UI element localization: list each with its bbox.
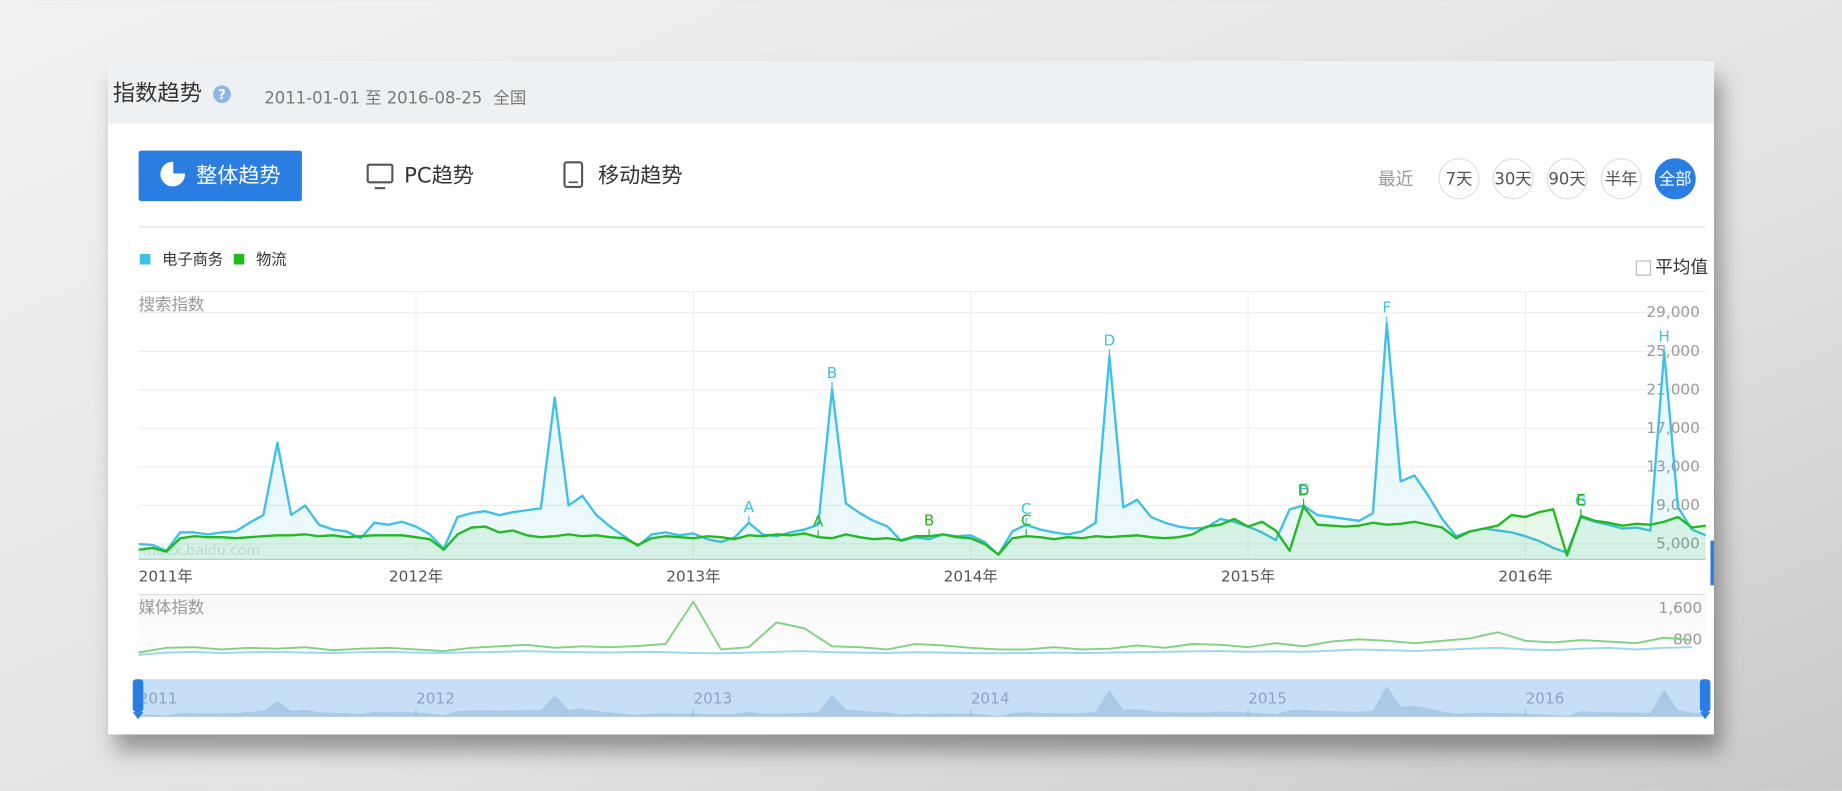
navigator-label: 2016 bbox=[1525, 690, 1564, 708]
range-button[interactable] bbox=[1600, 158, 1642, 200]
range-button-label[interactable]: 全部 bbox=[1659, 169, 1692, 188]
y-tick-label: 25,000 bbox=[1646, 342, 1699, 360]
series-line bbox=[138, 600, 1692, 654]
annotation-label[interactable]: A bbox=[813, 512, 824, 530]
range-button[interactable] bbox=[1654, 158, 1696, 200]
navigator-handle-tip[interactable] bbox=[1699, 712, 1711, 720]
navigator-handle-tip[interactable] bbox=[132, 712, 144, 720]
range-button[interactable] bbox=[1546, 158, 1588, 200]
annotation-label[interactable]: A bbox=[744, 498, 755, 516]
legend-label[interactable]: 物流 bbox=[256, 250, 287, 268]
navigator-handle[interactable] bbox=[1699, 679, 1711, 713]
navigator-label: 2013 bbox=[693, 690, 732, 708]
range-label: 最近 bbox=[1378, 170, 1413, 190]
navigator-area bbox=[138, 685, 1706, 717]
range-button[interactable] bbox=[1492, 158, 1534, 200]
navigator-label: 2012 bbox=[416, 690, 455, 708]
tab-icon bbox=[366, 163, 394, 184]
y-axis-label: 媒体指数 bbox=[139, 598, 205, 617]
navigator-label: 2011 bbox=[139, 690, 178, 708]
annotation-label[interactable]: C bbox=[1021, 511, 1032, 529]
annotation-label[interactable]: E bbox=[1299, 481, 1309, 499]
y-tick-label: 5,000 bbox=[1656, 534, 1700, 552]
annotation-label[interactable]: D bbox=[1298, 482, 1310, 500]
series-line bbox=[138, 646, 1692, 656]
legend-swatch bbox=[233, 253, 245, 265]
y-tick-label: 29,000 bbox=[1646, 303, 1699, 321]
header-title: 指数趋势 bbox=[113, 81, 202, 107]
annotation-label[interactable]: D bbox=[1104, 331, 1116, 349]
range-button-label[interactable]: 30天 bbox=[1494, 169, 1531, 188]
navigator-label: 2014 bbox=[971, 690, 1010, 708]
annotation-label[interactable]: B bbox=[827, 364, 837, 382]
range-button-label[interactable]: 半年 bbox=[1605, 169, 1638, 188]
range-button[interactable] bbox=[1438, 158, 1480, 200]
header-bar bbox=[108, 61, 1714, 124]
x-tick-label: 2016年 bbox=[1498, 567, 1552, 585]
series-line bbox=[138, 322, 1707, 556]
tab-label[interactable]: PC趋势 bbox=[404, 162, 474, 187]
tab-label[interactable]: 移动趋势 bbox=[598, 162, 683, 187]
series-area bbox=[138, 506, 1706, 560]
x-tick-label: 2015年 bbox=[1221, 567, 1275, 585]
navigator-label: 2015 bbox=[1248, 690, 1287, 708]
annotation-label[interactable]: E bbox=[1576, 491, 1586, 509]
x-tick-label: 2014年 bbox=[944, 567, 998, 585]
navigator-handle[interactable] bbox=[132, 679, 144, 713]
average-checkbox[interactable] bbox=[1635, 260, 1652, 276]
y-tick-label: 17,000 bbox=[1646, 419, 1699, 437]
y-axis-label: 搜索指数 bbox=[139, 295, 205, 314]
x-tick-label: 2013年 bbox=[666, 567, 720, 585]
edge-marker bbox=[1710, 540, 1714, 586]
annotation-label[interactable]: B bbox=[924, 511, 934, 529]
annotation-label[interactable]: F bbox=[1382, 299, 1391, 317]
annotation-label[interactable]: H bbox=[1658, 327, 1669, 345]
range-button-label[interactable]: 7天 bbox=[1446, 169, 1473, 188]
help-mark: ? bbox=[218, 88, 226, 103]
region: 全国 bbox=[493, 88, 526, 107]
navigator[interactable] bbox=[138, 679, 1706, 717]
series-line bbox=[138, 505, 1706, 557]
tab-icon-cut bbox=[173, 159, 187, 174]
x-tick-label: 2012年 bbox=[389, 567, 443, 585]
help-icon[interactable] bbox=[213, 85, 231, 103]
annotation-label[interactable]: G bbox=[1575, 492, 1587, 510]
average-label[interactable]: 平均值 bbox=[1655, 258, 1708, 278]
annotation-label[interactable]: C bbox=[1021, 500, 1032, 518]
range-button-label[interactable]: 90天 bbox=[1548, 169, 1585, 188]
x-tick-label: 2011年 bbox=[139, 567, 193, 585]
tab-label[interactable]: 整体趋势 bbox=[196, 162, 281, 187]
tab-icon bbox=[563, 161, 584, 189]
legend-label[interactable]: 电子商务 bbox=[162, 250, 223, 268]
y-tick-label: 1,600 bbox=[1659, 599, 1703, 617]
date-range: 2011-01-01 至 2016-08-25 bbox=[264, 88, 482, 107]
y-tick-label: 21,000 bbox=[1646, 380, 1699, 398]
legend-swatch bbox=[139, 253, 151, 265]
y-tick-label: 13,000 bbox=[1646, 457, 1699, 475]
